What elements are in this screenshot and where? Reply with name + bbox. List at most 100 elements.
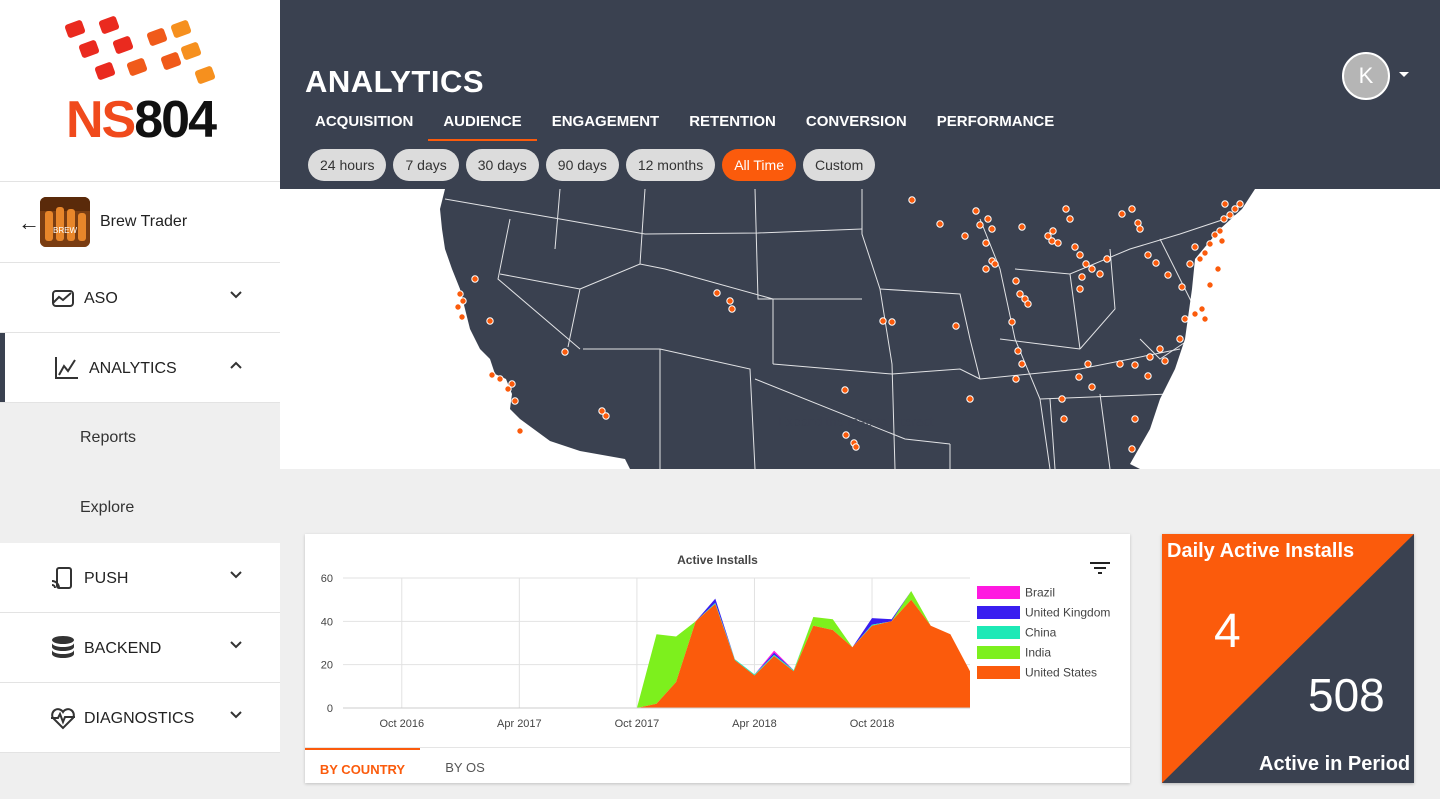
install-location-dot bbox=[976, 221, 984, 229]
app-selector[interactable]: ← BREW Brew Trader bbox=[0, 182, 280, 263]
legend-label[interactable]: China bbox=[1025, 626, 1057, 640]
range-all-time[interactable]: All Time bbox=[722, 149, 796, 181]
chevron-down-icon[interactable] bbox=[228, 287, 244, 303]
install-location-dot bbox=[984, 215, 992, 223]
range-30-days[interactable]: 30 days bbox=[465, 149, 539, 181]
tab-performance[interactable]: PERFORMANCE bbox=[936, 113, 1055, 130]
install-location-dot bbox=[1156, 345, 1164, 353]
sidebar-item-label: ANALYTICS bbox=[89, 360, 177, 377]
install-location-dot bbox=[459, 297, 467, 305]
sidebar-item-label: DIAGNOSTICS bbox=[84, 710, 195, 727]
chevron-down-icon[interactable] bbox=[228, 567, 244, 583]
install-location-dot bbox=[879, 317, 887, 325]
chevron-up-icon[interactable] bbox=[228, 357, 244, 373]
heartbeat-icon bbox=[51, 708, 75, 730]
chevron-down-icon[interactable] bbox=[228, 707, 244, 723]
x-tick-label: Oct 2018 bbox=[850, 718, 895, 730]
sidebar-item-push[interactable]: PUSH bbox=[0, 543, 280, 613]
legend-swatch bbox=[977, 666, 1020, 679]
sidebar-item-aso[interactable]: ASO bbox=[0, 263, 280, 333]
install-location-dot bbox=[1201, 249, 1209, 257]
kpi-top-value: 4 bbox=[1214, 605, 1241, 658]
install-location-dot bbox=[1144, 372, 1152, 380]
install-location-dot bbox=[961, 232, 969, 240]
install-location-dot bbox=[726, 297, 734, 305]
install-location-dot bbox=[1024, 300, 1032, 308]
legend-swatch bbox=[977, 586, 1020, 599]
sidebar-item-diagnostics[interactable]: DIAGNOSTICS bbox=[0, 683, 280, 753]
y-tick-label: 0 bbox=[327, 703, 333, 715]
user-location-map[interactable]: Expand the map to interact bbox=[280, 189, 1440, 469]
install-location-dot bbox=[1216, 227, 1224, 235]
us-map[interactable] bbox=[280, 189, 1440, 469]
install-location-dot bbox=[1218, 237, 1226, 245]
install-location-dot bbox=[1060, 415, 1068, 423]
legend-label[interactable]: United States bbox=[1025, 666, 1097, 680]
install-location-dot bbox=[1118, 210, 1126, 218]
logo-area[interactable]: NS804 bbox=[0, 0, 280, 182]
sidebar-subitem-explore[interactable]: Explore bbox=[0, 473, 280, 543]
install-location-dot bbox=[1144, 251, 1152, 259]
install-location-dot bbox=[1084, 360, 1092, 368]
tab-conversion[interactable]: CONVERSION bbox=[805, 113, 907, 130]
install-location-dot bbox=[1008, 318, 1016, 326]
install-location-dot bbox=[988, 225, 996, 233]
install-location-dot bbox=[1044, 232, 1052, 240]
sidebar-subitem-reports[interactable]: Reports bbox=[0, 403, 280, 473]
logo-suffix: 804 bbox=[134, 91, 217, 149]
logo-prefix: NS bbox=[66, 91, 136, 149]
install-location-dot bbox=[728, 305, 736, 313]
install-location-dot bbox=[966, 395, 974, 403]
install-location-dot bbox=[1131, 415, 1139, 423]
sidebar-item-analytics[interactable]: ANALYTICS bbox=[0, 333, 280, 403]
legend-label[interactable]: United Kingdom bbox=[1025, 606, 1110, 620]
install-location-dot bbox=[1076, 251, 1084, 259]
install-location-dot bbox=[1161, 357, 1169, 365]
range-7-days[interactable]: 7 days bbox=[393, 149, 459, 181]
page-title: ANALYTICS bbox=[305, 64, 485, 99]
legend-label[interactable]: India bbox=[1025, 646, 1051, 660]
install-location-dot bbox=[454, 303, 462, 311]
logo-text: NS804 bbox=[66, 90, 217, 150]
filter-icon[interactable] bbox=[1090, 560, 1110, 576]
chevron-down-icon[interactable] bbox=[228, 637, 244, 653]
y-tick-label: 20 bbox=[321, 660, 333, 672]
install-location-dot bbox=[1012, 277, 1020, 285]
install-location-dot bbox=[1075, 373, 1083, 381]
app-icon-text: BREW bbox=[53, 226, 77, 235]
sidebar-item-label: ASO bbox=[84, 290, 118, 307]
legend-label[interactable]: Brazil bbox=[1025, 586, 1055, 600]
install-location-dot bbox=[1134, 219, 1142, 227]
install-location-dot bbox=[713, 289, 721, 297]
install-location-dot bbox=[1088, 383, 1096, 391]
logo-tiles-icon bbox=[64, 16, 216, 84]
install-location-dot bbox=[1128, 205, 1136, 213]
avatar[interactable]: K bbox=[1342, 52, 1390, 100]
kpi-bottom-value: 508 bbox=[1308, 669, 1385, 721]
install-location-dot bbox=[1131, 361, 1139, 369]
x-tick-label: Apr 2018 bbox=[732, 718, 777, 730]
kpi-diagonal-background bbox=[1162, 534, 1414, 783]
range-custom[interactable]: Custom bbox=[803, 149, 876, 181]
install-location-dot bbox=[1146, 353, 1154, 361]
back-arrow-icon[interactable]: ← bbox=[18, 210, 40, 235]
tab-audience[interactable]: AUDIENCE bbox=[428, 112, 538, 141]
area-series-india bbox=[343, 591, 970, 708]
sidebar-item-backend[interactable]: BACKEND bbox=[0, 613, 280, 683]
tab-by-country[interactable]: BY COUNTRY bbox=[305, 748, 420, 784]
tab-by-os[interactable]: BY OS bbox=[445, 760, 485, 775]
range-90-days[interactable]: 90 days bbox=[545, 149, 619, 181]
active-installs-chart[interactable]: 0 20 40 60 Oct 2016 Apr 2017 Oct 2017 Apr 2018 O… bbox=[305, 534, 1130, 744]
range-24-hours[interactable]: 24 hours bbox=[308, 149, 387, 181]
install-location-dot bbox=[504, 385, 512, 393]
install-location-dot bbox=[888, 318, 896, 326]
app-name: Brew Trader bbox=[100, 213, 188, 230]
tab-acquisition[interactable]: ACQUISITION bbox=[315, 113, 414, 130]
install-location-dot bbox=[508, 380, 516, 388]
tab-retention[interactable]: RETENTION bbox=[689, 113, 776, 130]
caret-down-icon[interactable] bbox=[1399, 72, 1409, 77]
kpi-top-label: Daily Active Installs bbox=[1167, 540, 1355, 562]
x-tick-label: Oct 2016 bbox=[379, 718, 424, 730]
tab-engagement[interactable]: ENGAGEMENT bbox=[551, 113, 660, 130]
range-12-months[interactable]: 12 months bbox=[625, 149, 716, 181]
